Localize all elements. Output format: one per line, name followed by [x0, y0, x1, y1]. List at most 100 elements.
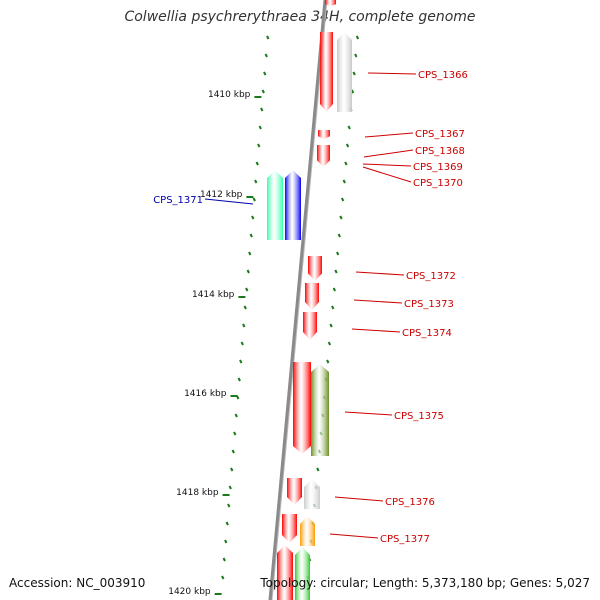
gene-arrow — [277, 545, 293, 600]
tick-mark — [334, 269, 338, 274]
gene-leader-line — [364, 132, 414, 138]
kbp-label: 1412 kbp — [200, 190, 243, 200]
kbp-label: 1410 kbp — [208, 90, 251, 100]
tick-mark — [222, 557, 226, 562]
kbp-label: 1420 kbp — [168, 587, 211, 597]
gene-label[interactable]: CPS_1370 — [413, 178, 463, 189]
tick-mark — [227, 503, 231, 508]
tick-mark — [337, 233, 341, 238]
tick-mark — [347, 125, 351, 130]
tick-mark — [243, 305, 247, 310]
gene-label[interactable]: CPS_1375 — [394, 411, 444, 422]
gene-arrow — [317, 145, 330, 167]
tick-mark — [260, 107, 264, 112]
gene-arrow — [325, 0, 336, 6]
tick-mark — [233, 431, 237, 436]
gene-arrow — [287, 478, 302, 505]
tick-mark — [240, 341, 244, 346]
tick-mark — [352, 71, 356, 76]
tick-mark — [342, 179, 346, 184]
gene-arrow — [300, 516, 315, 546]
tick-mark — [255, 161, 259, 166]
tick-mark — [254, 179, 258, 184]
tick-mark — [258, 125, 262, 130]
tick-mark — [228, 485, 232, 490]
gene-arrow — [285, 170, 301, 240]
gene-label[interactable]: CPS_1367 — [415, 129, 465, 140]
gene-arrow — [305, 283, 319, 310]
tick-mark — [354, 53, 358, 58]
tick-mark — [224, 539, 228, 544]
accession-text: Accession: NC_003910 — [9, 576, 146, 590]
tick-mark — [329, 323, 333, 328]
gene-label[interactable]: CPS_1371 — [153, 195, 203, 206]
gene-leader-line — [363, 149, 414, 158]
tick-mark — [344, 161, 348, 166]
gene-label[interactable]: CPS_1374 — [402, 328, 452, 339]
tick-mark — [355, 35, 360, 40]
gene-leader-line — [344, 411, 393, 416]
tick-mark — [246, 269, 250, 274]
gene-leader-line — [362, 163, 412, 167]
kbp-label: 1416 kbp — [184, 389, 227, 399]
gene-label[interactable]: CPS_1366 — [418, 70, 468, 81]
tick-mark — [331, 305, 335, 310]
tick-mark — [332, 287, 336, 292]
gene-label[interactable]: CPS_1377 — [380, 534, 430, 545]
tick-mark — [221, 575, 225, 580]
tick-mark — [252, 197, 256, 202]
gene-arrow — [267, 170, 283, 240]
gene-leader-line — [334, 496, 384, 502]
gene-leader-line — [355, 271, 405, 276]
tick-mark — [336, 251, 340, 256]
gene-arrow — [293, 362, 311, 454]
gene-label[interactable]: CPS_1376 — [385, 497, 435, 508]
gene-label[interactable]: CPS_1373 — [404, 299, 454, 310]
tick-mark — [316, 467, 320, 472]
gene-leader-line — [351, 328, 401, 333]
tick-mark — [225, 521, 229, 526]
gene-arrow — [295, 547, 310, 600]
tick-mark — [249, 233, 253, 238]
tick-mark — [231, 449, 235, 454]
tick-mark — [234, 413, 238, 418]
kbp-label: 1418 kbp — [176, 488, 219, 498]
tick-mark — [263, 71, 267, 76]
tick-mark — [339, 215, 343, 220]
kbp-label: 1414 kbp — [192, 290, 235, 300]
gene-leader-line — [329, 533, 379, 539]
gene-label[interactable]: CPS_1372 — [406, 271, 456, 282]
gene-arrow — [320, 32, 333, 112]
gene-arrow — [282, 514, 297, 543]
gene-arrow — [337, 32, 352, 112]
tick-mark — [345, 143, 350, 148]
gene-leader-line — [362, 166, 412, 183]
gene-leader-line — [353, 299, 403, 304]
gene-arrow — [311, 364, 329, 456]
tick-mark — [340, 197, 345, 202]
tick-mark — [264, 53, 268, 58]
tick-mark — [239, 359, 243, 364]
tick-mark — [245, 287, 249, 292]
backbone-line — [268, 0, 327, 600]
tick-mark — [261, 89, 265, 94]
tick-mark — [237, 377, 241, 382]
map-title: Colwellia psychrerythraea 34H, complete … — [124, 9, 476, 25]
tick-mark — [230, 467, 234, 472]
gene-leader-line — [204, 198, 254, 205]
tick-mark — [327, 341, 332, 346]
tick-mark — [266, 35, 270, 40]
tick-mark — [257, 143, 261, 148]
gene-arrow — [304, 479, 320, 509]
gene-label[interactable]: CPS_1369 — [413, 162, 463, 173]
tick-mark — [326, 359, 330, 364]
gene-arrow — [318, 130, 330, 139]
gene-arrow — [308, 256, 322, 281]
gene-arrow — [303, 312, 317, 340]
gene-label[interactable]: CPS_1368 — [415, 146, 465, 157]
tick-mark — [251, 215, 255, 220]
topology-text: Topology: circular; Length: 5,373,180 bp… — [260, 576, 590, 590]
tick-mark — [248, 251, 252, 256]
tick-mark — [242, 323, 246, 328]
